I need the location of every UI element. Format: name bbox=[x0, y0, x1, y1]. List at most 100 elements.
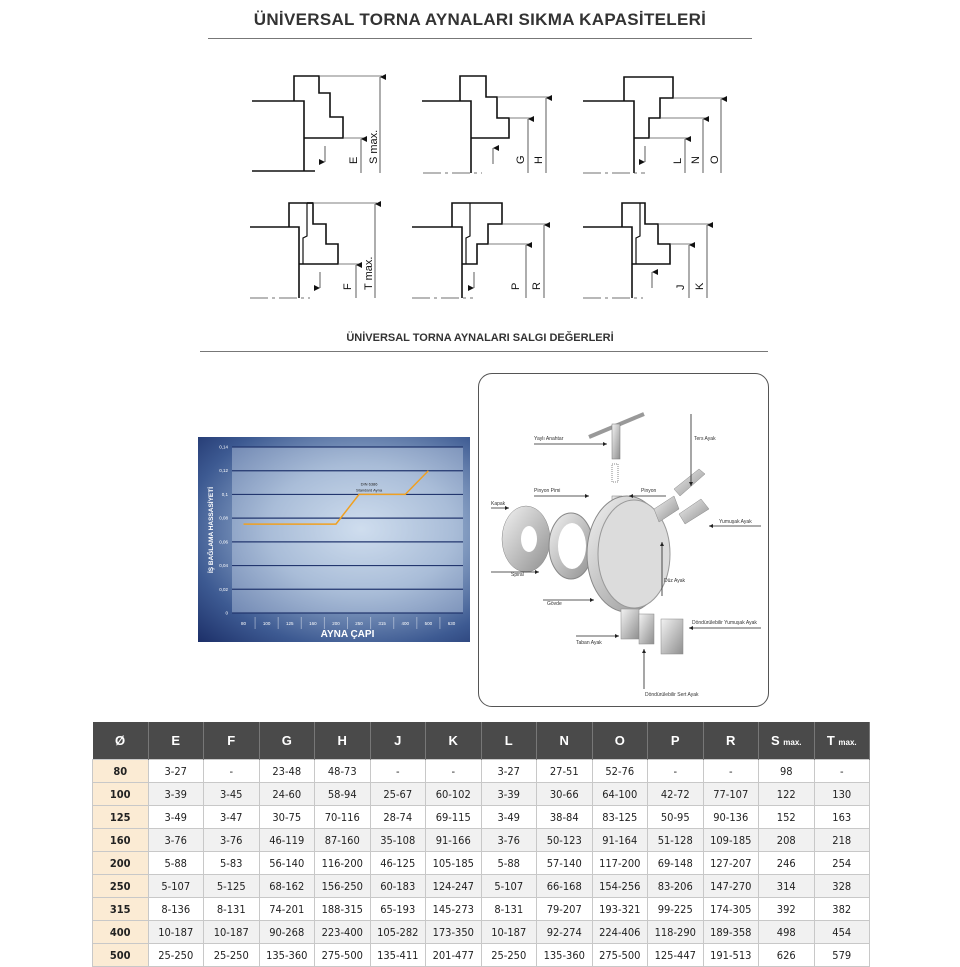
table-cell: 38-84 bbox=[536, 805, 593, 829]
table-cell: 69-115 bbox=[425, 805, 482, 829]
diameter-cell: 315 bbox=[92, 897, 149, 921]
column-header-label: K bbox=[448, 733, 458, 748]
column-header-label: R bbox=[726, 733, 736, 748]
table-row: 400 10-187 10-187 90-268 223-400 105-282 173-3… bbox=[92, 920, 870, 944]
column-header-label: O bbox=[614, 733, 625, 748]
column-header: L bbox=[481, 722, 537, 760]
column-header-label: S bbox=[770, 733, 780, 748]
x-tick-label: 160 bbox=[309, 621, 317, 626]
table-cell: - bbox=[702, 759, 759, 783]
part-label: Spiral bbox=[511, 572, 524, 578]
dim-label: S max. bbox=[368, 130, 380, 164]
table-cell: 27-51 bbox=[536, 759, 593, 783]
series-line bbox=[243, 470, 429, 525]
table-cell: 130 bbox=[813, 782, 870, 806]
table-cell: 50-123 bbox=[536, 828, 593, 852]
part-label: Yumuşak Ayak bbox=[719, 519, 752, 525]
runout-chart: 0 0,02 0,04 0,06 0,08 0,1 0,12 0,14 80 100 125 160 2… bbox=[198, 437, 470, 642]
part-label: Döndürülebilir Sert Ayak bbox=[645, 692, 699, 698]
table-cell: 10-187 bbox=[203, 920, 260, 944]
table-cell: 91-166 bbox=[425, 828, 482, 852]
table-cell: 30-66 bbox=[536, 782, 593, 806]
column-header-label: J bbox=[394, 733, 402, 748]
column-header: J bbox=[370, 722, 426, 760]
y-tick-label: 0 bbox=[225, 611, 228, 616]
table-cell: 66-168 bbox=[536, 874, 593, 898]
table-cell: 382 bbox=[813, 897, 870, 921]
x-tick-label: 315 bbox=[378, 621, 386, 626]
table-cell: 42-72 bbox=[647, 782, 704, 806]
table-cell: 3-45 bbox=[203, 782, 260, 806]
part-label: Düz Ayak bbox=[664, 578, 686, 584]
table-cell: 8-136 bbox=[147, 897, 204, 921]
x-tick-label: 125 bbox=[286, 621, 294, 626]
table-cell: 92-274 bbox=[536, 920, 593, 944]
table-cell: 246 bbox=[758, 851, 815, 875]
column-header-label: F bbox=[227, 733, 236, 748]
y-tick-label: 0,06 bbox=[219, 539, 228, 544]
table-cell: 3-76 bbox=[147, 828, 204, 852]
table-cell: 5-88 bbox=[480, 851, 537, 875]
key-icon bbox=[588, 412, 645, 460]
exploded-parts-diagram: Yaylı Anahtar Ters Ayak Pinyon Pimi Piny… bbox=[478, 373, 769, 707]
table-cell: - bbox=[203, 759, 260, 783]
table-cell: 99-225 bbox=[647, 897, 704, 921]
y-tick-label: 0,02 bbox=[219, 587, 228, 592]
table-cell: 60-102 bbox=[425, 782, 482, 806]
y-tick-label: 0,08 bbox=[219, 516, 228, 521]
part-label: Ters Ayak bbox=[694, 436, 716, 442]
table-cell: 3-76 bbox=[203, 828, 260, 852]
part-label: Yaylı Anahtar bbox=[534, 436, 564, 442]
table-cell: 3-27 bbox=[480, 759, 537, 783]
table-row: 125 3-49 3-47 30-75 70-116 28-74 69-115 3-49 38-… bbox=[92, 805, 870, 829]
table-cell: 52-76 bbox=[591, 759, 648, 783]
dim-label: R bbox=[531, 282, 543, 290]
table-cell: 3-76 bbox=[480, 828, 537, 852]
dim-label: T max. bbox=[363, 257, 375, 290]
x-tick-label: 500 bbox=[425, 621, 433, 626]
table-cell: 117-200 bbox=[591, 851, 648, 875]
x-axis-label: AYNA ÇAPI bbox=[321, 629, 375, 640]
table-cell: 83-206 bbox=[647, 874, 704, 898]
table-cell: 79-207 bbox=[536, 897, 593, 921]
table-cell: 3-49 bbox=[147, 805, 204, 829]
table-cell: 3-39 bbox=[147, 782, 204, 806]
column-header-label: P bbox=[670, 733, 680, 748]
table-cell: 125-447 bbox=[647, 943, 704, 967]
table-cell: 156-250 bbox=[314, 874, 371, 898]
section-divider bbox=[200, 351, 768, 352]
dim-label: K bbox=[694, 282, 706, 290]
table-cell: 65-193 bbox=[369, 897, 426, 921]
dim-label: O bbox=[709, 155, 721, 164]
dim-label: N bbox=[690, 156, 702, 164]
column-header: K bbox=[425, 722, 482, 760]
table-cell: 10-187 bbox=[147, 920, 204, 944]
table-cell: 147-270 bbox=[702, 874, 759, 898]
table-cell: 498 bbox=[758, 920, 815, 944]
table-cell: 25-250 bbox=[480, 943, 537, 967]
table-cell: 135-411 bbox=[369, 943, 426, 967]
table-cell: 5-83 bbox=[203, 851, 260, 875]
table-cell: 122 bbox=[758, 782, 815, 806]
column-header: N bbox=[536, 722, 593, 760]
table-cell: 68-162 bbox=[258, 874, 315, 898]
dim-label: G bbox=[515, 155, 527, 164]
x-tick-label: 400 bbox=[401, 621, 409, 626]
table-cell: 124-247 bbox=[425, 874, 482, 898]
table-cell: 223-400 bbox=[314, 920, 371, 944]
table-cell: 224-406 bbox=[591, 920, 648, 944]
table-cell: 28-74 bbox=[369, 805, 426, 829]
table-cell: 116-200 bbox=[314, 851, 371, 875]
table-cell: 173-350 bbox=[425, 920, 482, 944]
diameter-cell: 500 bbox=[92, 943, 149, 967]
dim-label: H bbox=[533, 156, 545, 164]
table-cell: 109-185 bbox=[702, 828, 759, 852]
annotation-line-1: DIN 6386 bbox=[361, 481, 379, 486]
table-row: 250 5-107 5-125 68-162 156-250 60-183 124-247 5… bbox=[92, 874, 870, 898]
table-cell: 23-48 bbox=[258, 759, 315, 783]
table-cell: 3-49 bbox=[480, 805, 537, 829]
table-cell: 25-67 bbox=[369, 782, 426, 806]
dim-label: P bbox=[510, 283, 522, 290]
y-tick-label: 0,12 bbox=[219, 468, 228, 473]
table-cell: 105-185 bbox=[425, 851, 482, 875]
